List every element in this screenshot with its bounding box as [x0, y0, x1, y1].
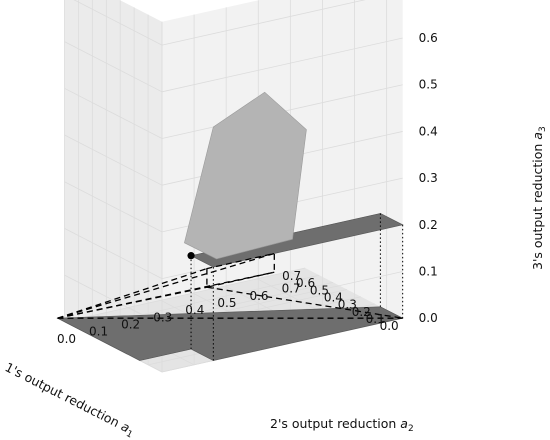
x-axis-label: 1's output reduction a1: [1, 359, 137, 440]
y-axis-label: 2's output reduction a2: [270, 416, 414, 434]
y-tick-label: 0.2: [121, 317, 140, 331]
grid-line: [64, 228, 163, 279]
outline-quad: [206, 252, 275, 289]
data-point: [187, 252, 195, 260]
x-tick-label: 0.0: [380, 319, 399, 333]
grid-line: [161, 37, 403, 93]
y-tick-label: 0.3: [153, 310, 172, 324]
y-tick-labels: 0.0 0.1 0.2 0.3 0.4 0.5 0.6 0.7: [57, 282, 301, 346]
grid-line: [64, 41, 163, 93]
z-tick-label: 0.0: [419, 311, 438, 325]
grid-line: [64, 134, 163, 186]
y-tick-label: 0.6: [249, 289, 268, 303]
x-tick-labels: 0.00.10.20.30.40.50.60.7: [282, 269, 399, 333]
x-tick-label: 0.1: [366, 312, 385, 326]
outline-side-edge: [206, 286, 403, 319]
grid-line: [64, 87, 163, 139]
z-tick-label: 0.1: [419, 265, 438, 279]
grid-line: [73, 0, 163, 46]
highlight-points: [187, 252, 195, 260]
y-tick-label: 0.7: [282, 282, 301, 296]
x-tick-label: 0.4: [324, 291, 343, 305]
plateau-region: [190, 213, 404, 268]
grid-line: [64, 267, 306, 323]
z-tick-label: 0.5: [419, 78, 438, 92]
z-tick-label: 0.2: [419, 218, 438, 232]
y-tick-label: 0.1: [89, 325, 108, 339]
outline-edge: [57, 271, 275, 319]
simplex-outline: [57, 252, 403, 319]
y-tick-label: 0.4: [185, 303, 204, 317]
light-region: [184, 91, 307, 260]
surface-regions: [56, 91, 404, 361]
x-tick-label: 0.5: [310, 283, 329, 297]
outline-edge: [57, 267, 208, 319]
x-tick-label: 0.7: [282, 269, 301, 283]
x-tick-label: 0.6: [296, 276, 315, 290]
outline-edge: [57, 252, 275, 319]
z-tick-label: 0.4: [419, 124, 438, 138]
y-tick-label: 0.0: [57, 332, 76, 346]
z-tick-label: 0.6: [419, 31, 438, 45]
grid-line: [161, 0, 366, 46]
y-tick-label: 0.5: [217, 296, 236, 310]
grid-line: [64, 181, 163, 233]
x-tick-label: 0.2: [352, 305, 371, 319]
z-axis-label: 3's output reduction a3: [530, 126, 548, 270]
x-tick-label: 0.3: [338, 298, 357, 312]
back-pane-xz: [64, 0, 162, 372]
z-tick-labels: 0.00.10.20.30.40.50.60.7: [419, 31, 438, 325]
z-tick-label: 0.3: [419, 171, 438, 185]
